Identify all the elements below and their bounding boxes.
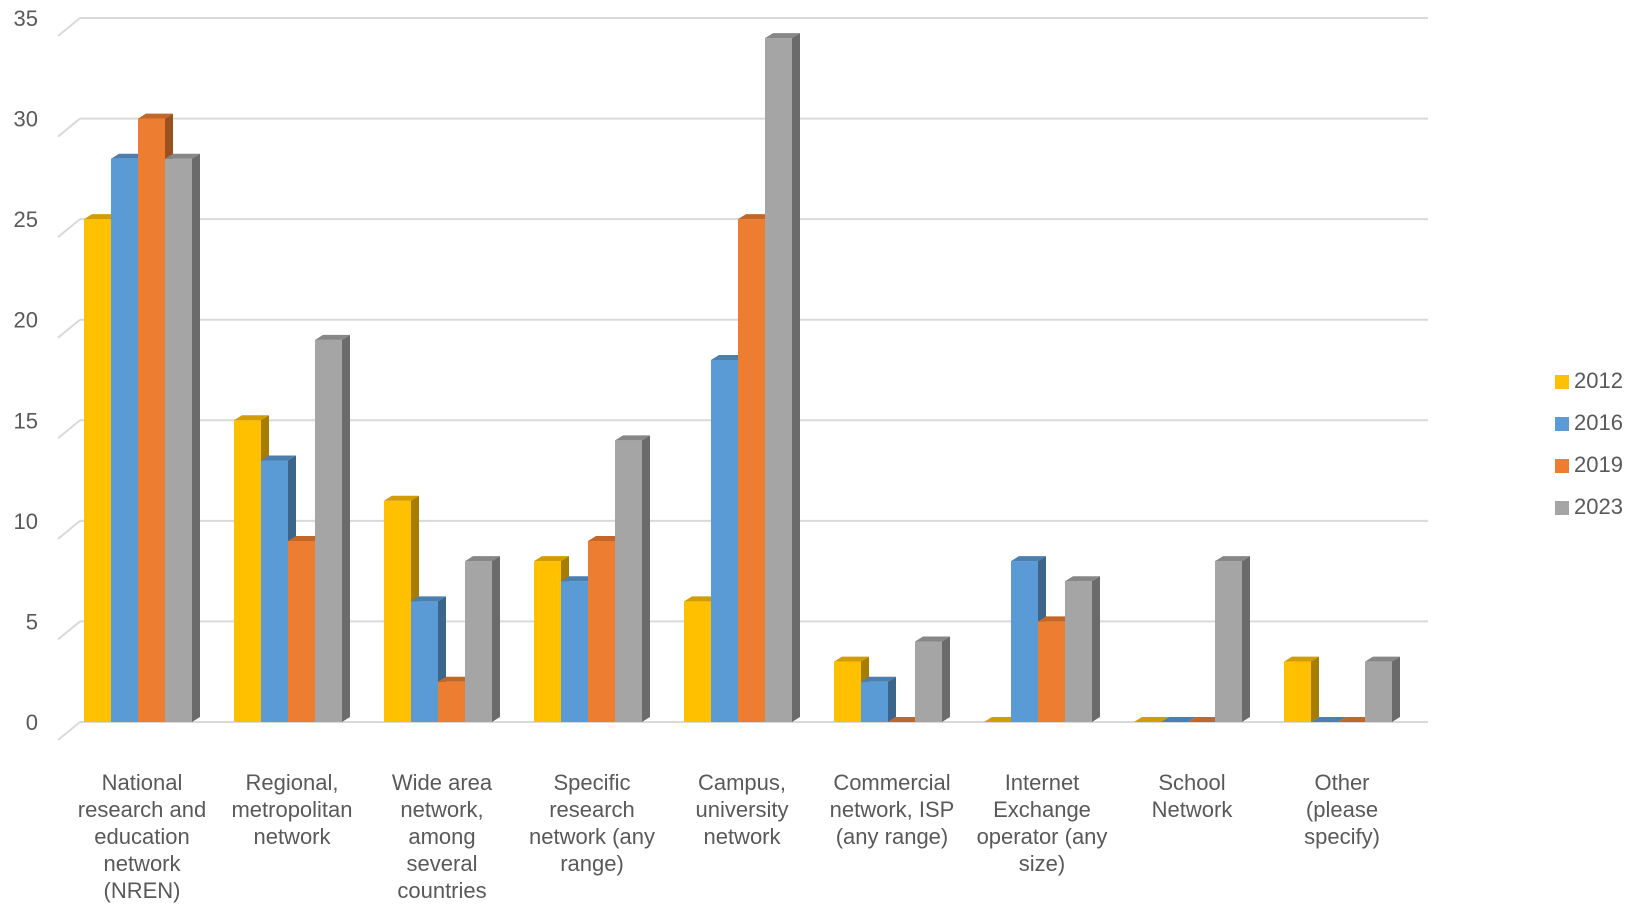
y-tick-label: 0 <box>26 710 38 735</box>
y-tick-label: 35 <box>14 6 38 31</box>
gridline-side-30 <box>57 117 81 138</box>
x-category-label: Specific research network (any range) <box>529 770 655 876</box>
legend-swatch-2016 <box>1555 417 1569 431</box>
gridline-side-0 <box>57 721 81 741</box>
gridline-side-35 <box>57 17 81 37</box>
bar-2019-7 <box>1188 717 1223 722</box>
bar-2023-6 <box>1065 576 1100 722</box>
bar-2016-7 <box>1161 717 1196 722</box>
bar-2016-8 <box>1311 717 1346 722</box>
y-tick-label: 30 <box>14 107 38 132</box>
x-category-label: Other (please specify) <box>1304 770 1380 849</box>
bar-2019-8 <box>1338 717 1373 722</box>
legend-label-2012: 2012 <box>1574 368 1623 393</box>
bar-2023-5 <box>915 636 950 722</box>
legend-label-2023: 2023 <box>1574 494 1623 519</box>
bar-2023-8 <box>1365 656 1400 722</box>
x-category-label: Regional, metropolitan network <box>231 770 352 849</box>
y-tick-label: 15 <box>14 408 38 433</box>
bar-2012-7 <box>1134 717 1169 722</box>
legend-swatch-2019 <box>1555 459 1569 473</box>
legend-swatch-2012 <box>1555 375 1569 389</box>
bar-2023-7 <box>1215 556 1250 722</box>
gridline-side-20 <box>57 318 81 339</box>
bar-2012-6 <box>984 717 1019 722</box>
y-tick-label: 10 <box>14 509 38 534</box>
gridline-side-10 <box>57 520 81 540</box>
legend-swatch-2023 <box>1555 501 1569 515</box>
bar-2023-4 <box>765 33 800 723</box>
x-category-label: Commercial network, ISP (any range) <box>830 770 955 849</box>
bar-2019-5 <box>888 717 923 722</box>
x-axis-category-labels: National research and education network (NRE… <box>78 770 1380 903</box>
gridline-side-25 <box>57 218 81 238</box>
gridline-side-5 <box>57 620 81 641</box>
x-category-label: Internet Exchange operator (any size) <box>977 770 1108 876</box>
y-tick-label: 25 <box>14 207 38 232</box>
bar-2023-1 <box>315 334 350 722</box>
legend-label-2016: 2016 <box>1574 410 1623 435</box>
bar-2016-5 <box>861 676 896 722</box>
bar-2023-0 <box>165 153 200 723</box>
bar-2012-8 <box>1284 656 1319 722</box>
y-tick-label: 20 <box>14 308 38 333</box>
bars <box>84 33 1400 723</box>
y-tick-label: 5 <box>26 609 38 634</box>
x-category-label: Campus, university network <box>696 770 789 849</box>
x-category-label: National research and education network (NRE… <box>78 770 206 903</box>
x-category-label: School Network <box>1152 770 1234 822</box>
legend-label-2019: 2019 <box>1574 452 1623 477</box>
y-axis: 0 5 10 15 20 25 30 35 <box>14 6 38 735</box>
legend: 2012 2016 2019 2023 <box>1555 368 1623 519</box>
gridline-side-15 <box>57 419 81 440</box>
bar-2023-2 <box>465 556 500 722</box>
bar-2023-3 <box>615 435 650 722</box>
x-category-label: Wide area network, among several countries <box>392 770 493 903</box>
